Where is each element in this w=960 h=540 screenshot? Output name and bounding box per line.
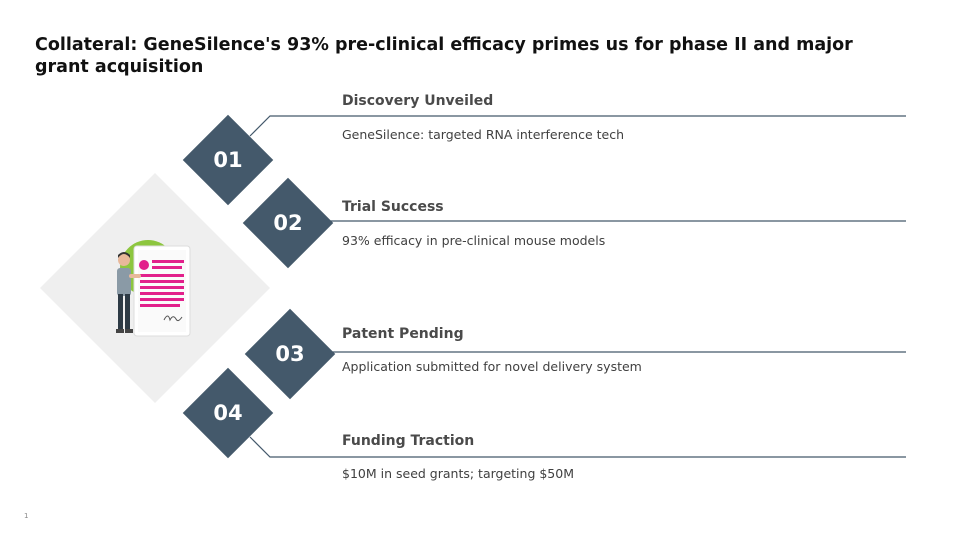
step-description-3: Application submitted for novel delivery… <box>342 359 642 374</box>
step-number-2: 02 <box>273 211 303 235</box>
person-document-illustration <box>116 240 191 337</box>
step-title-1: Discovery Unveiled <box>342 93 494 109</box>
slide-title: Collateral: GeneSilence's 93% pre-clinic… <box>35 35 853 77</box>
step-number-3: 03 <box>275 342 305 366</box>
step-number-4: 04 <box>213 401 243 425</box>
connector-line-1 <box>249 115 906 137</box>
step-title-2: Trial Success <box>342 199 444 215</box>
step-number-1: 01 <box>213 148 243 172</box>
step-description-4: $10M in seed grants; targeting $50M <box>342 466 574 481</box>
step-title-4: Funding Traction <box>342 433 475 449</box>
step-description-2: 93% efficacy in pre-clinical mouse model… <box>342 233 606 248</box>
page-number: 1 <box>24 512 29 520</box>
step-title-3: Patent Pending <box>342 326 464 342</box>
connector-line-4 <box>249 436 906 458</box>
step-description-1: GeneSilence: targeted RNA interference t… <box>342 127 625 142</box>
